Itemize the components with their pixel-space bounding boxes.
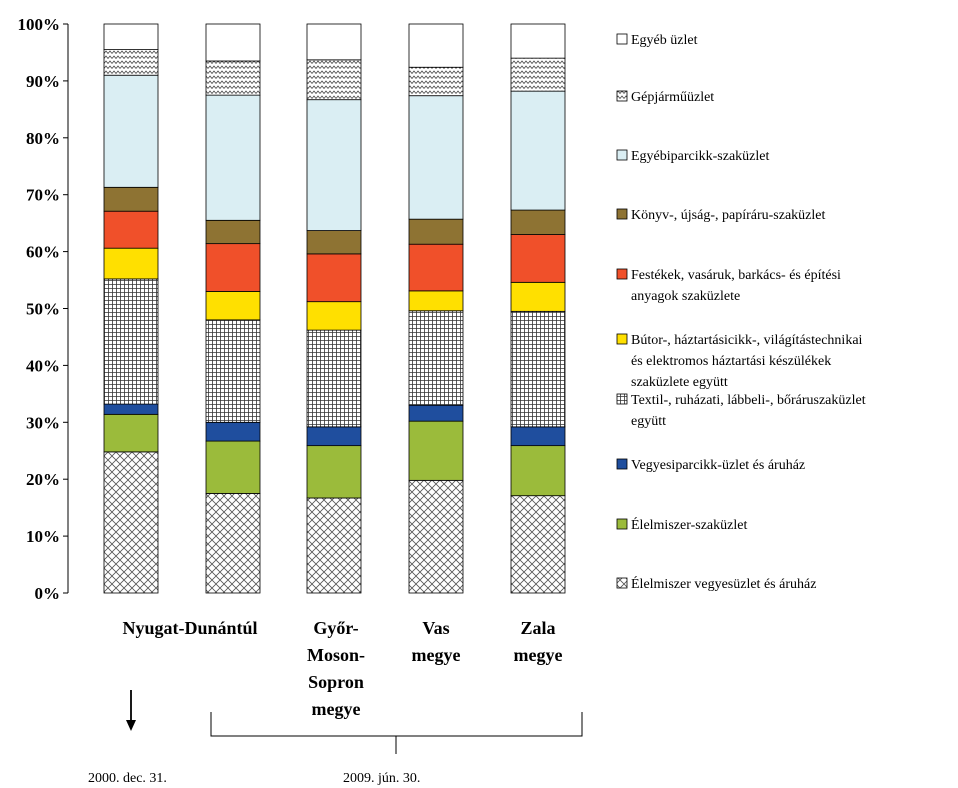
bar-segment xyxy=(408,420,464,481)
bar-segment xyxy=(306,301,362,331)
y-tick-label: 0% xyxy=(35,584,61,603)
legend-label: Festékek, vasáruk, barkács- és építési an… xyxy=(631,268,841,304)
bar-segment xyxy=(408,66,464,97)
bar-segment xyxy=(510,426,566,447)
date-label-2009: 2009. jún. 30. xyxy=(343,771,420,786)
bar-segment xyxy=(510,57,566,92)
y-tick-label: 10% xyxy=(26,527,60,546)
bar-segment xyxy=(306,253,362,303)
bar-segment xyxy=(408,23,464,68)
bar-segment xyxy=(205,94,261,221)
legend-swatch xyxy=(616,208,628,220)
bar-segment xyxy=(103,247,159,280)
bar-segment xyxy=(408,218,464,245)
bar-segment xyxy=(306,445,362,499)
legend-label: Egyébiparcikk-szaküzlet xyxy=(631,149,769,164)
bar-segment xyxy=(103,23,159,51)
bar-segment xyxy=(103,210,159,249)
legend-swatch xyxy=(616,577,628,589)
legend-label: Vegyesiparcikk-üzlet és áruház xyxy=(631,458,805,473)
bar-segment xyxy=(306,329,362,428)
legend-label: Gépjárműüzlet xyxy=(631,90,714,105)
category-label: Zala megye xyxy=(514,618,563,665)
period-bracket xyxy=(210,712,583,737)
y-tick-label: 60% xyxy=(26,243,60,262)
legend-swatch xyxy=(616,149,628,161)
legend-swatch xyxy=(616,393,628,405)
legend-label: Könyv-, újság-, papíráru-szaküzlet xyxy=(631,208,825,223)
legend-label: Élelmiszer-szaküzlet xyxy=(631,516,747,533)
bar-segment xyxy=(306,23,362,61)
legend-label: Textil-, ruházati, lábbeli-, bőráruszakü… xyxy=(631,393,866,429)
category-label: Nyugat-Dunántúl xyxy=(122,618,257,638)
y-tick-label: 20% xyxy=(26,470,60,489)
bar-segment xyxy=(510,495,566,594)
legend-swatch xyxy=(616,518,628,530)
bar-segment xyxy=(510,310,566,428)
legend-label: Egyéb üzlet xyxy=(631,33,698,48)
bar-segment xyxy=(408,95,464,220)
bar-segment xyxy=(205,440,261,494)
y-tick-label: 80% xyxy=(26,129,60,148)
bar-segment xyxy=(103,278,159,405)
bar-segment xyxy=(205,493,261,594)
legend-swatch xyxy=(616,333,628,345)
category-label: Vas megye xyxy=(412,618,461,665)
bar-segment xyxy=(103,403,159,415)
bar-segment xyxy=(103,49,159,76)
arrow-head xyxy=(126,720,136,731)
bar-segment xyxy=(306,230,362,255)
bar-segment xyxy=(205,319,261,423)
bar-segment xyxy=(205,60,261,96)
bar-segment xyxy=(103,186,159,212)
bar-segment xyxy=(510,23,566,59)
bar-segment xyxy=(306,426,362,447)
legend-swatch xyxy=(616,458,628,470)
bar-segment xyxy=(205,219,261,245)
bar-segment xyxy=(306,99,362,231)
bar-segment xyxy=(103,74,159,188)
category-label: Győr-Moson-Sopron megye xyxy=(307,618,365,719)
legend-swatch xyxy=(616,33,628,45)
bar-segment xyxy=(408,243,464,292)
legend-swatch xyxy=(616,268,628,280)
y-tick-label: 30% xyxy=(26,413,60,432)
date-label-2000: 2000. dec. 31. xyxy=(88,771,167,786)
bar-segment xyxy=(306,59,362,101)
bar-segment xyxy=(408,310,464,406)
legend-label: Élelmiszer vegyesüzlet és áruház xyxy=(631,575,816,592)
bar-segment xyxy=(510,234,566,283)
legend-swatch xyxy=(616,90,628,102)
bar-segment xyxy=(205,421,261,442)
y-tick-label: 70% xyxy=(26,186,60,205)
y-tick-label: 90% xyxy=(26,72,60,91)
bar-segment xyxy=(510,90,566,211)
legend-label: Bútor-, háztartásicikk-, világítástechni… xyxy=(631,333,863,390)
y-tick-label: 40% xyxy=(26,356,60,375)
y-tick-label: 100% xyxy=(18,15,61,34)
bar-segment xyxy=(408,479,464,594)
bar-segment xyxy=(205,23,261,62)
bar-segment xyxy=(510,281,566,312)
bar-segment xyxy=(408,290,464,312)
bar-segment xyxy=(510,445,566,497)
bar-segment xyxy=(103,451,159,594)
bar-segment xyxy=(103,413,159,453)
bar-segment xyxy=(510,209,566,235)
bar-segment xyxy=(205,291,261,321)
bar-segment xyxy=(306,497,362,594)
bar-segment xyxy=(205,243,261,292)
bar-segment xyxy=(408,404,464,422)
y-tick-label: 50% xyxy=(26,300,60,319)
